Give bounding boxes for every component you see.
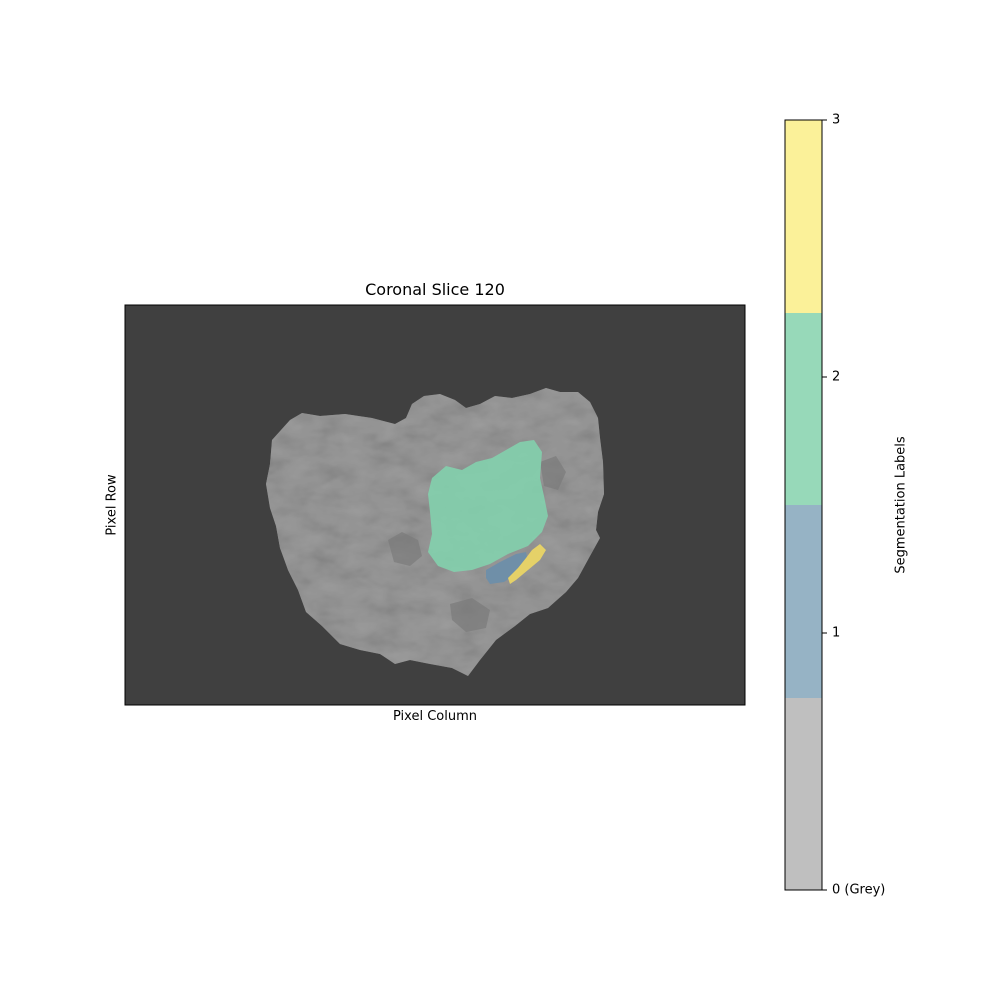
dark-sulcus-3 — [540, 456, 566, 490]
colorbar-segment-3 — [785, 120, 822, 313]
segmentation-label-2 — [428, 440, 548, 572]
colorbar-segment-0 — [785, 698, 822, 890]
colorbar-segment-1 — [785, 505, 822, 698]
image-frame — [124, 304, 746, 706]
colorbar-tick-label-0: 0 (Grey) — [832, 882, 886, 898]
segmentation-label-1 — [486, 552, 528, 584]
colorbar-tick-label-3: 3 — [832, 112, 841, 128]
image-panel — [124, 304, 746, 706]
colorbar-tick-label-2: 2 — [832, 369, 841, 385]
dark-sulcus-1 — [388, 532, 422, 566]
x-axis-label: Pixel Column — [393, 709, 477, 724]
plot-title: Coronal Slice 120 — [365, 280, 505, 299]
colorbar-tick-label-1: 1 — [832, 625, 841, 641]
dark-sulcus-2 — [450, 598, 490, 632]
colorbar — [784, 119, 827, 891]
segmentation-label-3 — [508, 544, 546, 584]
colorbar-frame — [784, 119, 823, 891]
colorbar-segment-2 — [785, 313, 822, 505]
